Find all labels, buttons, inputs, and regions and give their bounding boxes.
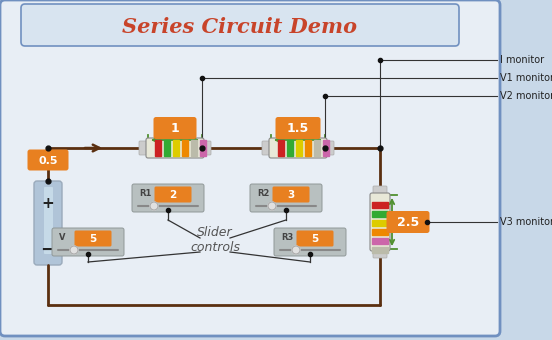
Text: R3: R3 (281, 233, 293, 241)
FancyBboxPatch shape (250, 184, 322, 212)
Bar (305, 140, 311, 156)
FancyBboxPatch shape (373, 186, 387, 197)
Bar (372, 220, 388, 226)
Bar (372, 202, 388, 208)
FancyBboxPatch shape (139, 141, 150, 155)
Text: 1: 1 (171, 122, 179, 135)
Bar (287, 140, 293, 156)
FancyBboxPatch shape (28, 150, 68, 170)
FancyBboxPatch shape (146, 138, 204, 158)
FancyBboxPatch shape (153, 117, 197, 139)
FancyBboxPatch shape (370, 193, 390, 251)
FancyBboxPatch shape (373, 247, 387, 258)
Bar (182, 140, 188, 156)
FancyBboxPatch shape (386, 211, 429, 233)
FancyBboxPatch shape (273, 187, 310, 203)
FancyBboxPatch shape (193, 141, 203, 155)
Bar (278, 140, 284, 156)
Text: V1 monitor: V1 monitor (500, 73, 552, 83)
Text: +: + (41, 195, 55, 210)
FancyBboxPatch shape (75, 231, 112, 246)
Bar (155, 140, 161, 156)
Text: 5: 5 (311, 234, 319, 243)
Text: V2 monitor: V2 monitor (500, 91, 552, 101)
FancyBboxPatch shape (147, 141, 157, 155)
Bar (323, 140, 329, 156)
Bar (200, 140, 206, 156)
Text: Slider
controls: Slider controls (190, 226, 240, 254)
FancyBboxPatch shape (0, 0, 500, 336)
Text: I monitor: I monitor (500, 55, 544, 65)
FancyBboxPatch shape (200, 141, 211, 155)
Text: 5: 5 (89, 234, 97, 243)
Text: V: V (59, 233, 66, 241)
FancyBboxPatch shape (323, 141, 334, 155)
Bar (191, 140, 197, 156)
FancyBboxPatch shape (275, 117, 321, 139)
Text: R1: R1 (139, 188, 151, 198)
Bar (372, 229, 388, 235)
Text: 0.5: 0.5 (38, 155, 58, 166)
FancyBboxPatch shape (132, 184, 204, 212)
Text: 2.5: 2.5 (397, 216, 419, 229)
Bar (372, 238, 388, 244)
FancyBboxPatch shape (155, 187, 192, 203)
FancyBboxPatch shape (296, 231, 333, 246)
FancyBboxPatch shape (21, 4, 459, 46)
Text: 3: 3 (288, 189, 295, 200)
Circle shape (292, 246, 300, 254)
Text: V3 monitor: V3 monitor (500, 217, 552, 227)
Circle shape (268, 202, 276, 210)
FancyBboxPatch shape (274, 228, 346, 256)
Bar (164, 140, 170, 156)
Bar (173, 140, 179, 156)
Text: −: − (40, 241, 56, 259)
Bar (372, 247, 388, 253)
Bar (372, 211, 388, 217)
Text: R2: R2 (257, 188, 269, 198)
Text: 1.5: 1.5 (287, 122, 309, 135)
Text: 2: 2 (169, 189, 177, 200)
Circle shape (150, 202, 158, 210)
Circle shape (70, 246, 78, 254)
Bar (296, 140, 302, 156)
FancyBboxPatch shape (316, 141, 326, 155)
FancyBboxPatch shape (34, 181, 62, 265)
FancyBboxPatch shape (262, 141, 273, 155)
FancyBboxPatch shape (270, 141, 280, 155)
FancyBboxPatch shape (52, 228, 124, 256)
FancyBboxPatch shape (44, 187, 53, 254)
Text: Series Circuit Demo: Series Circuit Demo (123, 17, 358, 37)
Bar (314, 140, 320, 156)
FancyBboxPatch shape (269, 138, 327, 158)
